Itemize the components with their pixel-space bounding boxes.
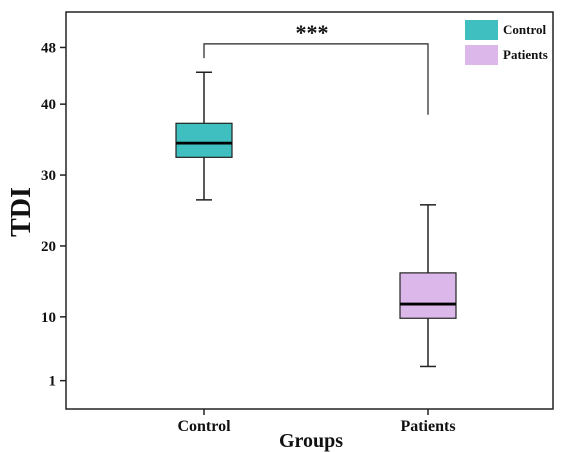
legend-label: Control	[503, 22, 546, 37]
y-tick-label: 48	[41, 40, 56, 56]
legend-swatch	[465, 45, 498, 65]
legend: Control Patients	[465, 20, 548, 65]
y-tick-label: 1	[49, 374, 57, 390]
plot-frame	[65, 11, 554, 410]
y-axis-ticks: 1 10 20 30 40 48	[41, 40, 66, 390]
x-category-label: Patients	[400, 418, 455, 435]
significance-label: ***	[296, 20, 329, 45]
y-tick-label: 30	[41, 168, 56, 184]
box-plots: Control Patients	[175, 71, 457, 435]
y-tick-label: 10	[41, 310, 56, 326]
iqr-box	[399, 272, 457, 319]
y-tick-label: 20	[41, 239, 56, 255]
legend-swatch	[465, 20, 498, 40]
y-tick-label: 40	[41, 97, 56, 113]
iqr-box	[175, 122, 233, 158]
x-axis-title: Groups	[279, 430, 343, 452]
significance-bracket	[203, 43, 429, 115]
significance-annotation: ***	[203, 20, 429, 115]
x-category-label: Control	[177, 418, 231, 435]
legend-label: Patients	[503, 47, 548, 62]
y-axis-title: TDI	[6, 187, 37, 237]
